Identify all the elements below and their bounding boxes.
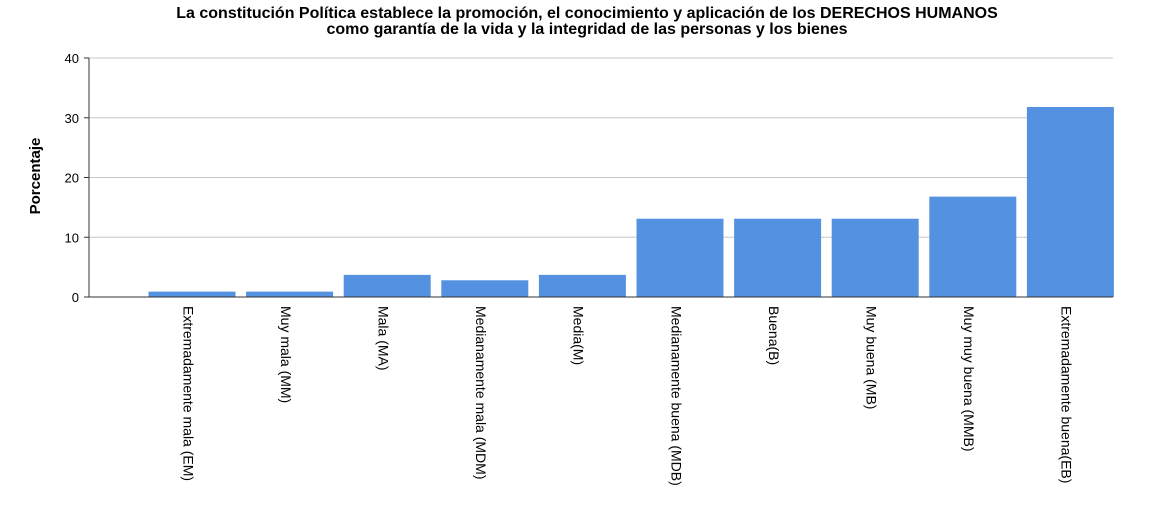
y-tick-label: 0 bbox=[72, 290, 79, 305]
chart-title-line-1: La constitución Política establece la pr… bbox=[176, 5, 998, 22]
bar bbox=[148, 291, 236, 297]
bar bbox=[734, 218, 822, 297]
bar bbox=[929, 196, 1017, 297]
y-tick-label: 10 bbox=[65, 230, 79, 245]
bar bbox=[441, 280, 529, 297]
x-tick-label: Muy muy buena (MMB) bbox=[961, 306, 977, 451]
x-tick-label: Medianamente buena (MDB) bbox=[668, 306, 684, 486]
bars bbox=[148, 106, 1114, 298]
x-tick-label: Buena(B) bbox=[766, 306, 782, 365]
bar bbox=[1026, 106, 1114, 298]
bar bbox=[246, 291, 334, 297]
bar bbox=[538, 274, 626, 297]
chart-title: La constitución Política establece la pr… bbox=[0, 6, 1174, 38]
x-tick-label: Extremadamente buena(EB) bbox=[1059, 306, 1075, 483]
y-tick-labels: 0 10 20 30 40 bbox=[65, 51, 89, 305]
x-tick-label: Muy mala (MM) bbox=[278, 306, 294, 403]
x-tick-label: Medianamente mala (MDM) bbox=[473, 306, 489, 480]
x-tick-label: Media(M) bbox=[571, 306, 587, 365]
bar bbox=[831, 218, 919, 297]
bar bbox=[636, 218, 724, 297]
bar bbox=[343, 274, 431, 297]
y-tick-label: 40 bbox=[65, 51, 79, 66]
x-tick-label: Extremadamente mala (EM) bbox=[180, 306, 196, 481]
x-tick-labels: Extremadamente mala (EM) Muy mala (MM) Mal… bbox=[180, 306, 1074, 486]
x-tick-label: Muy buena (MB) bbox=[863, 306, 879, 409]
y-tick-label: 20 bbox=[65, 171, 79, 186]
chart-title-line-2: como garantía de la vida y la integridad… bbox=[326, 21, 848, 38]
x-tick-label: Mala (MA) bbox=[375, 306, 391, 371]
y-tick-label: 30 bbox=[65, 111, 79, 126]
y-axis-label: Porcentaje bbox=[27, 138, 44, 215]
